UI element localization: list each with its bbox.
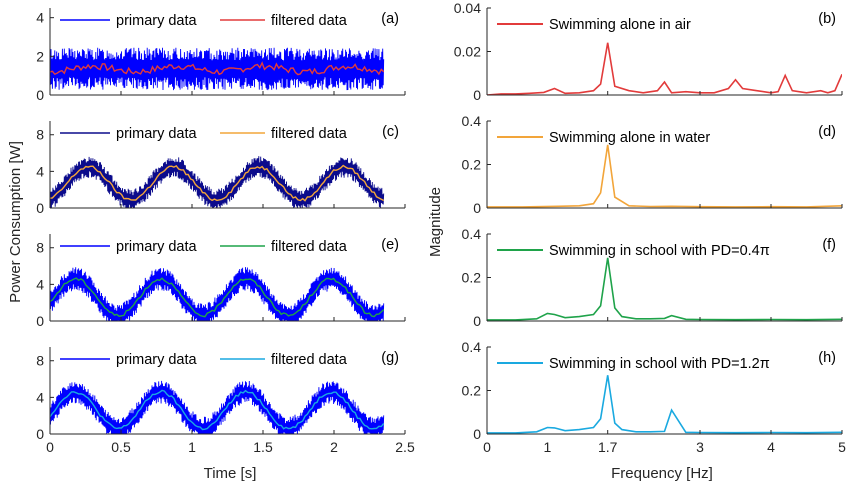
legend-label-primary-a: primary data xyxy=(116,13,198,29)
x-tick-label-g: 0.5 xyxy=(111,439,131,455)
primary-data-line-a xyxy=(50,47,385,91)
plot-area-a xyxy=(50,47,385,91)
panel-tag-a: (a) xyxy=(381,11,399,27)
panel-tag-d: (d) xyxy=(818,124,836,140)
y-tick-label-f: 0 xyxy=(473,313,481,329)
panel-a: 0 2 4 primary data filtered data (a) xyxy=(36,8,406,103)
y-tick-label-b: 0.02 xyxy=(454,44,481,60)
y-tick-label-g: 4 xyxy=(36,389,44,405)
legend-label-primary-c: primary data xyxy=(116,126,198,142)
y-tick-label-h: 0.4 xyxy=(462,339,482,355)
plot-area-d xyxy=(487,144,842,208)
plot-area-e xyxy=(50,267,385,321)
y-tick-label-h: 0 xyxy=(473,426,481,442)
panel-tag-f: (f) xyxy=(822,237,836,253)
y-tick-label-a: 4 xyxy=(36,10,44,26)
legend-label-filtered-e: filtered data xyxy=(271,239,348,255)
filtered-data-line-g xyxy=(50,389,385,431)
y-tick-label-b: 0.04 xyxy=(454,0,481,16)
plot-area-h xyxy=(487,375,842,434)
y-tick-label-e: 0 xyxy=(36,313,44,329)
y-tick-label-a: 2 xyxy=(36,48,44,64)
x-tick-label-h: 3 xyxy=(696,439,704,455)
spectrum-line-d xyxy=(487,144,842,208)
y-tick-label-f: 0.4 xyxy=(462,226,482,242)
y-tick-label-e: 4 xyxy=(36,276,44,292)
panel-tag-c: (c) xyxy=(382,124,399,140)
x-tick-label-g: 2.5 xyxy=(395,439,415,455)
panel-tag-h: (h) xyxy=(818,350,836,366)
spectrum-line-f xyxy=(487,257,842,321)
right-x-axis-label: Frequency [Hz] xyxy=(611,465,713,482)
y-tick-label-d: 0 xyxy=(473,200,481,216)
y-tick-label-c: 8 xyxy=(36,127,44,143)
plot-area-c xyxy=(50,156,385,208)
legend-label-f: Swimming in school with PD=0.4π xyxy=(549,243,770,259)
y-tick-label-c: 4 xyxy=(36,163,44,179)
panel-c: 0 4 8 primary data filtered data (c) xyxy=(36,121,406,216)
filtered-data-line-e xyxy=(50,277,385,318)
y-tick-label-h: 0.2 xyxy=(462,383,482,399)
left-y-axis-label: Power Consumption [W] xyxy=(7,141,24,303)
plot-area-f xyxy=(487,257,842,321)
legend-label-b: Swimming alone in air xyxy=(549,17,691,33)
x-tick-label-h: 1.7 xyxy=(598,439,618,455)
panel-g: 0 4 8 0 0.5 1 1.5 2 2.5 primary data filtered data… xyxy=(36,347,415,455)
y-tick-label-d: 0.4 xyxy=(462,113,482,129)
x-tick-label-h: 0 xyxy=(483,439,491,455)
right-y-axis-label: Magnitude xyxy=(427,187,444,257)
legend-label-filtered-g: filtered data xyxy=(271,352,348,368)
panel-tag-b: (b) xyxy=(818,11,836,27)
y-tick-label-g: 8 xyxy=(36,353,44,369)
x-tick-label-g: 1.5 xyxy=(253,439,273,455)
x-tick-label-g: 2 xyxy=(330,439,338,455)
y-tick-label-c: 0 xyxy=(36,200,44,216)
panel-b: 0 0.02 0.04 Swimming alone in air (b) xyxy=(454,0,843,103)
panel-d: 0 0.2 0.4 Swimming alone in water (d) xyxy=(462,113,843,216)
plot-area-g xyxy=(50,380,385,434)
legend-label-d: Swimming alone in water xyxy=(549,130,710,146)
y-tick-label-b: 0 xyxy=(473,87,481,103)
y-tick-label-f: 0.2 xyxy=(462,270,482,286)
x-tick-label-h: 1 xyxy=(543,439,551,455)
legend-label-primary-e: primary data xyxy=(116,239,198,255)
legend-label-filtered-c: filtered data xyxy=(271,126,348,142)
primary-data-line-c xyxy=(50,156,385,208)
panel-e: 0 4 8 primary data filtered data (e) xyxy=(36,234,406,329)
y-tick-label-d: 0.2 xyxy=(462,157,482,173)
panel-tag-g: (g) xyxy=(381,350,399,366)
x-tick-label-g: 1 xyxy=(188,439,196,455)
legend-label-h: Swimming in school with PD=1.2π xyxy=(549,356,770,372)
panel-f: 0 0.2 0.4 Swimming in school with PD=0.4π (f… xyxy=(462,226,843,329)
y-tick-label-e: 8 xyxy=(36,240,44,256)
plot-area-b xyxy=(487,42,842,95)
x-tick-label-h: 5 xyxy=(838,439,846,455)
filtered-data-line-c xyxy=(50,164,385,202)
spectrum-line-h xyxy=(487,375,842,434)
legend-label-primary-g: primary data xyxy=(116,352,198,368)
x-tick-label-g: 0 xyxy=(46,439,54,455)
panel-h: 0 0.2 0.4 0 1 1.7 3 4 5 Swimming in school with P… xyxy=(462,339,847,455)
panel-tag-e: (e) xyxy=(381,237,399,253)
x-tick-label-h: 4 xyxy=(767,439,775,455)
left-x-axis-label: Time [s] xyxy=(204,465,257,482)
y-tick-label-g: 0 xyxy=(36,426,44,442)
spectrum-line-b xyxy=(487,42,842,95)
filtered-data-line-a xyxy=(50,61,385,76)
legend-label-filtered-a: filtered data xyxy=(271,13,348,29)
y-tick-label-a: 0 xyxy=(36,87,44,103)
